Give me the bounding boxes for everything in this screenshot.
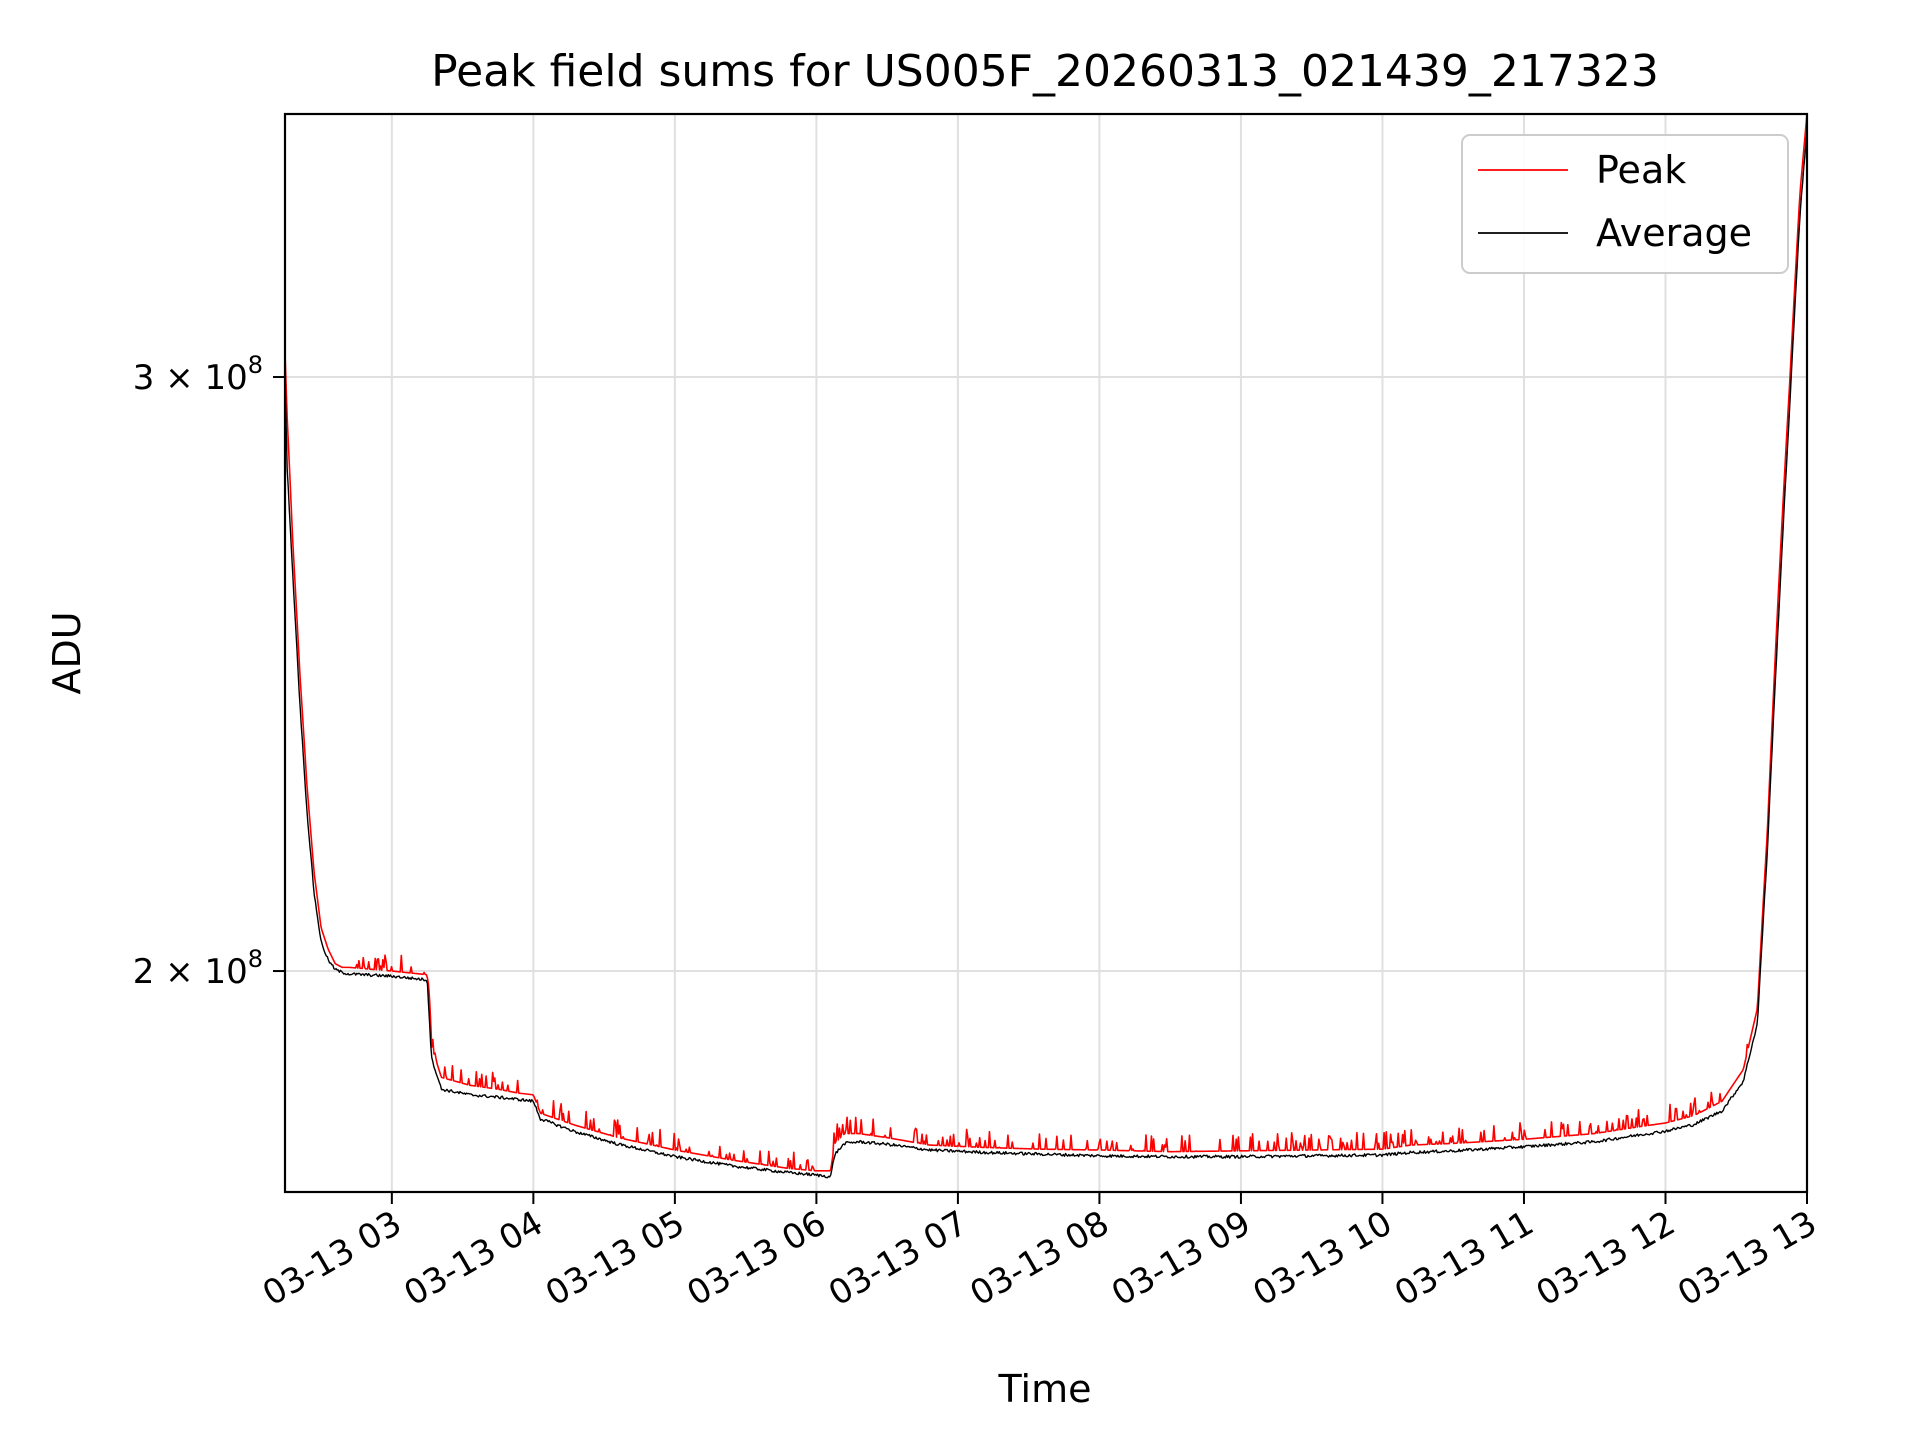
plot-frame bbox=[283, 112, 1809, 1194]
y-tick-label: 3 × 108 bbox=[133, 351, 263, 398]
y-tick-label: 2 × 108 bbox=[133, 945, 263, 992]
chart-title: Peak field sums for US005F_20260313_0214… bbox=[431, 46, 1659, 97]
y-axis-label: ADU bbox=[45, 611, 89, 694]
y-axis-ticks: 2 × 108 3 × 108 bbox=[133, 351, 285, 992]
legend: Peak Average bbox=[1461, 134, 1789, 274]
x-axis-label: Time bbox=[998, 1367, 1092, 1411]
average-series-line bbox=[284, 131, 1808, 1179]
grid-lines bbox=[285, 114, 1807, 1192]
legend-average-label: Average bbox=[1596, 211, 1752, 255]
legend-peak-label: Peak bbox=[1596, 148, 1686, 192]
series-lines bbox=[284, 113, 1808, 1179]
peak-series-line bbox=[284, 113, 1808, 1172]
